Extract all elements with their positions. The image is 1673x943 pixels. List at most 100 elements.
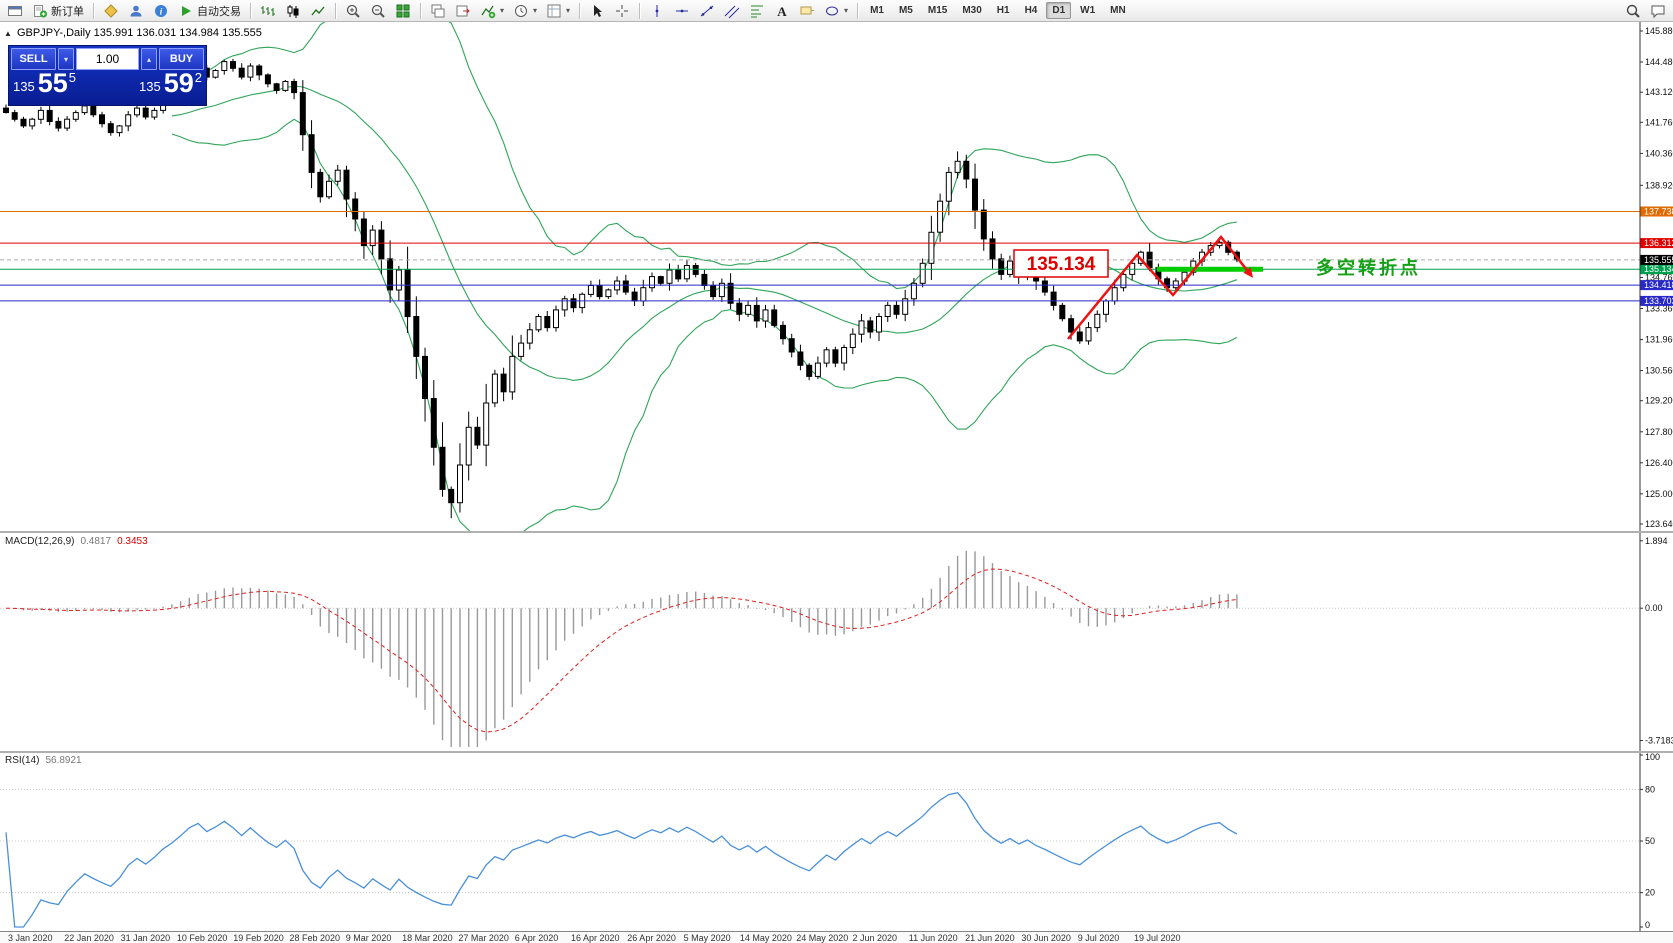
- date-label: 9 Jul 2020: [1077, 933, 1120, 943]
- timeframe-h1-button[interactable]: H1: [996, 5, 1010, 16]
- profiles-button[interactable]: [124, 0, 148, 22]
- price-badge: 136.312: [1640, 238, 1673, 249]
- date-label: 9 Mar 2020: [345, 933, 392, 943]
- svg-text:134.418: 134.418: [1644, 280, 1673, 290]
- price-callout[interactable]: 135.134: [1013, 249, 1109, 278]
- vertical-line-button[interactable]: [645, 0, 669, 22]
- svg-text:130.560: 130.560: [1645, 366, 1673, 376]
- indicators-dropdown[interactable]: ▾: [476, 0, 508, 22]
- trendline-button[interactable]: [695, 0, 719, 22]
- svg-text:137.738: 137.738: [1644, 207, 1673, 217]
- search-icon: [1625, 3, 1641, 19]
- time-axis[interactable]: 3 Jan 2020 22 Jan 2020 31 Jan 2020 10 Feb 2…: [0, 931, 1673, 943]
- trendline-icon: [699, 3, 715, 19]
- svg-text:134.760: 134.760: [1645, 273, 1673, 283]
- search-button[interactable]: [1621, 0, 1645, 22]
- templates-dropdown[interactable]: ▾: [542, 0, 574, 22]
- indicators-icon: [480, 3, 496, 19]
- timeframe-m30-button[interactable]: M30: [962, 5, 982, 16]
- periods-dropdown[interactable]: ▾: [509, 0, 541, 22]
- panel-splitter[interactable]: [0, 751, 1673, 753]
- svg-text:133.360: 133.360: [1645, 304, 1673, 314]
- date-label: 24 May 2020: [796, 933, 849, 943]
- date-label: 28 Feb 2020: [289, 933, 341, 943]
- date-label: 30 Jun 2020: [1021, 933, 1071, 943]
- toolbar-button-label: 新订单: [51, 5, 84, 18]
- svg-text:145.880: 145.880: [1645, 26, 1673, 36]
- sell-button[interactable]: SELL: [11, 48, 56, 70]
- buy-button[interactable]: BUY: [159, 48, 204, 70]
- collapse-panel-icon[interactable]: ▲: [4, 29, 12, 38]
- toolbar-separator: [857, 2, 859, 19]
- svg-text:135.555: 135.555: [1644, 255, 1673, 265]
- macd-signal-line: [5, 568, 1237, 733]
- volume-input[interactable]: [76, 48, 139, 70]
- svg-text:135.134: 135.134: [1644, 264, 1673, 274]
- svg-text:144.480: 144.480: [1645, 57, 1673, 67]
- timeframe-w1-button[interactable]: W1: [1080, 5, 1096, 16]
- svg-text:0.00: 0.00: [1645, 603, 1663, 613]
- profiles-icon: [128, 3, 144, 19]
- date-label: 21 Jun 2020: [965, 933, 1015, 943]
- timeframe-h4-button[interactable]: H4: [1024, 5, 1038, 16]
- date-label: 19 Jul 2020: [1134, 933, 1181, 943]
- cursor-button[interactable]: [585, 0, 609, 22]
- layouts-button[interactable]: [99, 0, 123, 22]
- linechart-icon: [310, 3, 326, 19]
- ask-price: 135 59 2: [139, 68, 202, 98]
- date-label: 6 Apr 2020: [514, 933, 559, 943]
- volume-up-button[interactable]: ▴: [141, 48, 157, 70]
- turning-point-label[interactable]: 多空转折点: [1316, 257, 1421, 278]
- zoom-out-button[interactable]: [366, 0, 390, 22]
- trend-arrow-annotation[interactable]: [1067, 235, 1251, 340]
- fibonacci-button[interactable]: [745, 0, 769, 22]
- svg-text:138.920: 138.920: [1645, 180, 1673, 190]
- chart-candles-button[interactable]: [281, 0, 305, 22]
- horizontal-line-button[interactable]: [670, 0, 694, 22]
- data-window-button[interactable]: i: [149, 0, 173, 22]
- channel-button[interactable]: [720, 0, 744, 22]
- arrowhead-icon: [1243, 267, 1254, 278]
- macd-axis: 1.894 0.00 -3.7183: [1639, 533, 1673, 751]
- timeframe-d1-button[interactable]: D1: [1046, 2, 1072, 19]
- svg-text:-3.7183: -3.7183: [1645, 736, 1673, 746]
- volume-down-button[interactable]: ▾: [58, 48, 74, 70]
- text-button[interactable]: A: [770, 0, 794, 22]
- panel-splitter[interactable]: [0, 531, 1673, 533]
- price-badge: 135.134: [1640, 264, 1673, 275]
- community-button[interactable]: [1646, 0, 1670, 22]
- timeframe-mn-button[interactable]: MN: [1110, 5, 1126, 16]
- bars-icon: [260, 3, 276, 19]
- timeframe-m15-button[interactable]: M15: [927, 5, 948, 16]
- shift-icon: [455, 3, 471, 19]
- cascade-windows-button[interactable]: [426, 0, 450, 22]
- label-button[interactable]: [795, 0, 819, 22]
- new-chart-button[interactable]: [3, 0, 27, 22]
- new-order-button[interactable]: 新订单: [28, 0, 88, 22]
- price-axis[interactable]: 145.880 144.480 143.120 141.760 140.360 138.9…: [1639, 22, 1673, 531]
- channel-icon: [724, 3, 740, 19]
- timeframe-m1-button[interactable]: M1: [870, 5, 884, 16]
- macd-indicator-panel[interactable]: 1.894 0.00 -3.7183: [0, 533, 1673, 751]
- label-icon: [799, 3, 815, 19]
- price-badge: 134.418: [1640, 280, 1673, 291]
- date-label: 11 Jun 2020: [908, 933, 958, 943]
- timeframe-m5-button[interactable]: M5: [898, 5, 913, 16]
- autotrading-button[interactable]: 自动交易: [174, 0, 245, 22]
- neworder-icon: [32, 3, 48, 19]
- rsi-indicator-panel[interactable]: 100 80 50 20 0: [0, 753, 1673, 931]
- toolbar-separator: [250, 2, 251, 19]
- bid-price: 135 55 5: [13, 68, 76, 98]
- shapes-dropdown[interactable]: ▾: [820, 0, 852, 22]
- arrange-charts-button[interactable]: [451, 0, 475, 22]
- crosshair-button[interactable]: [610, 0, 634, 22]
- zoom-in-button[interactable]: [341, 0, 365, 22]
- tile-windows-button[interactable]: [391, 0, 415, 22]
- chart-line-button[interactable]: [306, 0, 330, 22]
- candles-layer: [3, 58, 1240, 519]
- chevron-down-icon: ▾: [500, 6, 505, 15]
- zoomout-icon: [370, 3, 386, 19]
- chart-bars-button[interactable]: [256, 0, 280, 22]
- main-chart-panel[interactable]: 135.134 多空转折点 145.880 144.480 143.120 141.760…: [0, 22, 1673, 531]
- candles-icon: [285, 3, 301, 19]
